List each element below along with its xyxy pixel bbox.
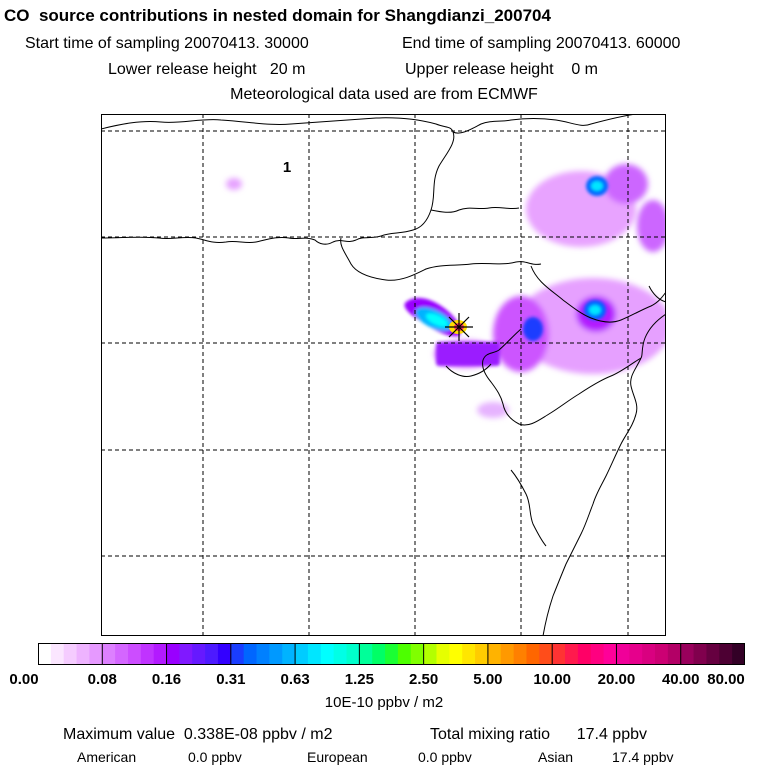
colorbar-cell [397,643,412,665]
colorbar-cell [693,643,708,665]
map-frame [101,114,666,636]
colorbar-cell [140,643,155,665]
asian-value: 17.4 ppbv [612,749,674,765]
colorbar-tick-label: 0.08 [87,671,117,688]
colorbar-cell [629,643,643,665]
colorbar-tick-label: 5.00 [473,671,503,688]
concentration-field [226,164,666,418]
colorbar-tick-label: 0.16 [151,671,182,688]
colorbar-tick-label: 0.63 [280,671,310,688]
colorbar-tick-label: 0.31 [216,671,246,688]
gridlines [101,114,666,636]
upper-release-label: Upper release height 0 m [405,61,598,78]
american-value: 0.0 ppbv [188,749,242,765]
colorbar-cell [449,643,463,665]
colorbar-cell [372,643,386,665]
colorbar-cell [295,643,309,665]
colorbar-cell [192,643,206,665]
colorbar-cell [603,643,618,665]
colorbar-cell [475,643,489,665]
footprint-map: 1 [101,114,666,636]
colorbar-tick-label: 40.00 [661,671,700,688]
colorbar-cell [500,643,515,665]
colorbar-cell [732,643,745,665]
colorbar-cell [385,643,399,665]
colorbar-cell [410,643,425,665]
colorbar-cell [706,643,720,665]
european-value: 0.0 ppbv [418,749,472,765]
colorbar-cell [616,643,630,665]
maximum-value: Maximum value 0.338E-08 ppbv / m2 [63,726,333,743]
release-point-star-icon [445,313,473,341]
european-label: European [307,749,368,765]
colorbar-cell [166,643,180,665]
colorbar-cell [217,643,232,665]
end-time-label: End time of sampling 20070413. 60000 [402,35,681,52]
colorbar-cell [642,643,656,665]
colorbar-cell [539,643,553,665]
colorbar-tick-label: 0.00 [9,671,39,688]
colorbar-cell [38,643,52,665]
colorbar-tick-label: 1.25 [344,671,374,688]
map-marker-label: 1 [283,159,291,176]
colorbar-cell [513,643,528,665]
lower-release-label: Lower release height 20 m [108,61,306,78]
colorbar-cell [230,643,245,665]
colorbar-cell [127,643,142,665]
colorbar-cell [153,643,168,665]
colorbar-cell [655,643,669,665]
colorbar-cell [76,643,91,665]
total-mixing-ratio: Total mixing ratio 17.4 ppbv [430,726,647,743]
colorbar-cell [63,643,78,665]
colorbar-cell [577,643,592,665]
colorbar-cell [205,643,219,665]
colorbar-cell [179,643,193,665]
colorbar-tick-label: 10.00 [533,671,571,688]
colorbar-cell [680,643,695,665]
plot-title: CO source contributions in nested domain… [4,6,551,25]
colorbar-cell [462,643,476,665]
colorbar-cell [50,643,65,665]
start-time-label: Start time of sampling 20070413. 30000 [25,35,309,52]
colorbar-cell [320,643,335,665]
asian-label: Asian [538,749,574,765]
colorbar-tick-label: 80.00 [707,671,745,688]
colorbar-cell [436,643,450,665]
colorbar-cell [102,643,116,665]
american-label: American [77,749,137,765]
colorbar-tick-label: 20.00 [597,671,636,688]
colorbar-tick-label: 2.50 [409,671,439,688]
colorbar-cell [565,643,579,665]
colorbar-cell [333,643,348,665]
colorbar-cell [667,643,682,665]
colorbar-cell [719,643,733,665]
colorbar-cell [359,643,373,665]
colorbar-cell [282,643,296,665]
colorbar-cell [487,643,502,665]
colorbar-cell [423,643,438,665]
coastlines-borders [101,114,666,636]
colorbar-cell [89,643,103,665]
colorbar-cell [115,643,129,665]
colorbar-cell [243,643,258,665]
colorbar-cell [552,643,566,665]
colorbar-cell [256,643,270,665]
colorbar-cell [526,643,540,665]
colorbar-cell [269,643,283,665]
meteo-label: Meteorological data used are from ECMWF [230,86,538,103]
colorbar-cell [307,643,322,665]
colorbar-cell [346,643,360,665]
colorbar-unit: 10E-10 ppbv / m2 [324,694,444,711]
colorbar [38,643,745,665]
colorbar-cell [590,643,605,665]
